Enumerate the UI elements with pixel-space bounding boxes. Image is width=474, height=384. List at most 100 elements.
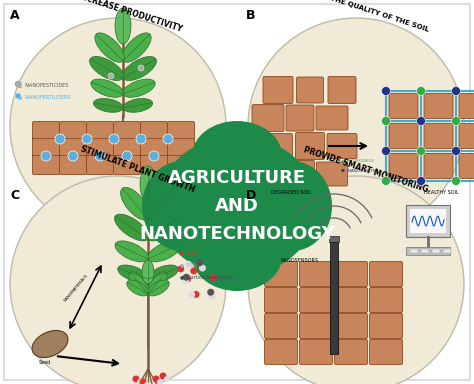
Circle shape: [452, 147, 461, 156]
FancyBboxPatch shape: [295, 132, 325, 159]
FancyBboxPatch shape: [459, 124, 474, 149]
FancyBboxPatch shape: [264, 313, 298, 339]
Circle shape: [417, 86, 426, 96]
Circle shape: [184, 275, 191, 283]
FancyBboxPatch shape: [300, 339, 332, 364]
FancyBboxPatch shape: [140, 121, 167, 141]
Circle shape: [108, 73, 114, 79]
FancyBboxPatch shape: [286, 105, 314, 131]
Circle shape: [452, 116, 461, 126]
Circle shape: [192, 291, 200, 298]
FancyBboxPatch shape: [253, 161, 283, 187]
Circle shape: [149, 151, 159, 161]
Ellipse shape: [129, 272, 149, 295]
FancyBboxPatch shape: [263, 76, 293, 104]
FancyBboxPatch shape: [370, 288, 402, 313]
Ellipse shape: [192, 221, 282, 291]
FancyBboxPatch shape: [316, 106, 348, 130]
Text: NANOTECHNOLOGY: NANOTECHNOLOGY: [139, 225, 335, 243]
Ellipse shape: [148, 241, 181, 262]
Bar: [406, 205, 450, 237]
Bar: [330, 239, 338, 354]
Text: ●  NANOZOLITES: ● NANOZOLITES: [341, 169, 379, 173]
FancyBboxPatch shape: [264, 262, 298, 286]
Ellipse shape: [118, 265, 148, 282]
FancyBboxPatch shape: [140, 139, 167, 157]
Text: ●  Carbon Nanotubes: ● Carbon Nanotubes: [180, 274, 233, 279]
FancyBboxPatch shape: [140, 156, 167, 174]
FancyBboxPatch shape: [60, 139, 86, 157]
FancyBboxPatch shape: [297, 77, 323, 103]
Ellipse shape: [148, 265, 178, 282]
Circle shape: [382, 147, 391, 156]
Text: STIMULATE PLANT GROWTH: STIMULATE PLANT GROWTH: [80, 144, 196, 194]
Text: ●  SiO₂: ● SiO₂: [180, 250, 197, 255]
Text: C: C: [10, 189, 19, 202]
Circle shape: [109, 134, 119, 144]
Bar: [421, 249, 429, 253]
FancyBboxPatch shape: [113, 121, 140, 141]
FancyBboxPatch shape: [300, 288, 332, 313]
Ellipse shape: [115, 8, 131, 44]
Text: NANOMATERIALS: NANOMATERIALS: [63, 274, 89, 303]
FancyBboxPatch shape: [33, 121, 60, 141]
Circle shape: [382, 116, 391, 126]
Text: ●  NANOFERTILIZERS: ● NANOFERTILIZERS: [18, 94, 71, 99]
FancyBboxPatch shape: [60, 156, 86, 174]
FancyBboxPatch shape: [370, 339, 402, 364]
Circle shape: [188, 291, 195, 298]
Circle shape: [137, 379, 143, 384]
Circle shape: [382, 177, 391, 185]
Ellipse shape: [140, 166, 156, 202]
Circle shape: [417, 116, 426, 126]
Circle shape: [208, 293, 215, 300]
Ellipse shape: [10, 18, 226, 234]
FancyBboxPatch shape: [264, 134, 292, 159]
Text: PROVIDE SMART MONITORING: PROVIDE SMART MONITORING: [302, 145, 429, 194]
Text: D: D: [246, 189, 256, 202]
Circle shape: [15, 93, 21, 99]
Circle shape: [183, 274, 190, 281]
Circle shape: [68, 151, 78, 161]
FancyBboxPatch shape: [327, 134, 357, 159]
Circle shape: [95, 151, 105, 161]
Circle shape: [157, 379, 163, 384]
FancyBboxPatch shape: [300, 313, 332, 339]
FancyBboxPatch shape: [86, 156, 113, 174]
FancyBboxPatch shape: [370, 313, 402, 339]
Circle shape: [55, 134, 65, 144]
Circle shape: [207, 289, 214, 296]
Text: IMPROVE THE QUALITY OF THE SOIL: IMPROVE THE QUALITY OF THE SOIL: [293, 0, 429, 33]
Circle shape: [15, 81, 21, 87]
Circle shape: [41, 151, 51, 161]
Text: Seed: Seed: [39, 360, 51, 365]
Text: ●  TiO₂: ● TiO₂: [180, 262, 197, 267]
Circle shape: [452, 177, 461, 185]
FancyBboxPatch shape: [328, 76, 356, 104]
FancyBboxPatch shape: [86, 121, 113, 141]
Ellipse shape: [123, 79, 155, 97]
FancyBboxPatch shape: [300, 262, 332, 286]
FancyBboxPatch shape: [389, 93, 418, 119]
Text: HEALTHY SOIL: HEALTHY SOIL: [424, 190, 458, 195]
Circle shape: [210, 274, 217, 281]
Ellipse shape: [192, 121, 282, 191]
FancyBboxPatch shape: [335, 262, 367, 286]
Bar: [443, 249, 451, 253]
Circle shape: [138, 65, 144, 71]
FancyBboxPatch shape: [424, 154, 453, 179]
FancyBboxPatch shape: [167, 156, 194, 174]
Bar: [406, 247, 450, 255]
Circle shape: [196, 259, 203, 266]
Circle shape: [136, 134, 146, 144]
FancyBboxPatch shape: [459, 93, 474, 119]
Circle shape: [122, 151, 132, 161]
FancyBboxPatch shape: [389, 124, 418, 149]
Circle shape: [382, 86, 391, 96]
FancyBboxPatch shape: [370, 262, 402, 286]
Ellipse shape: [252, 161, 332, 251]
Bar: [432, 249, 440, 253]
FancyBboxPatch shape: [264, 339, 298, 364]
Circle shape: [417, 147, 426, 156]
Ellipse shape: [127, 280, 148, 296]
